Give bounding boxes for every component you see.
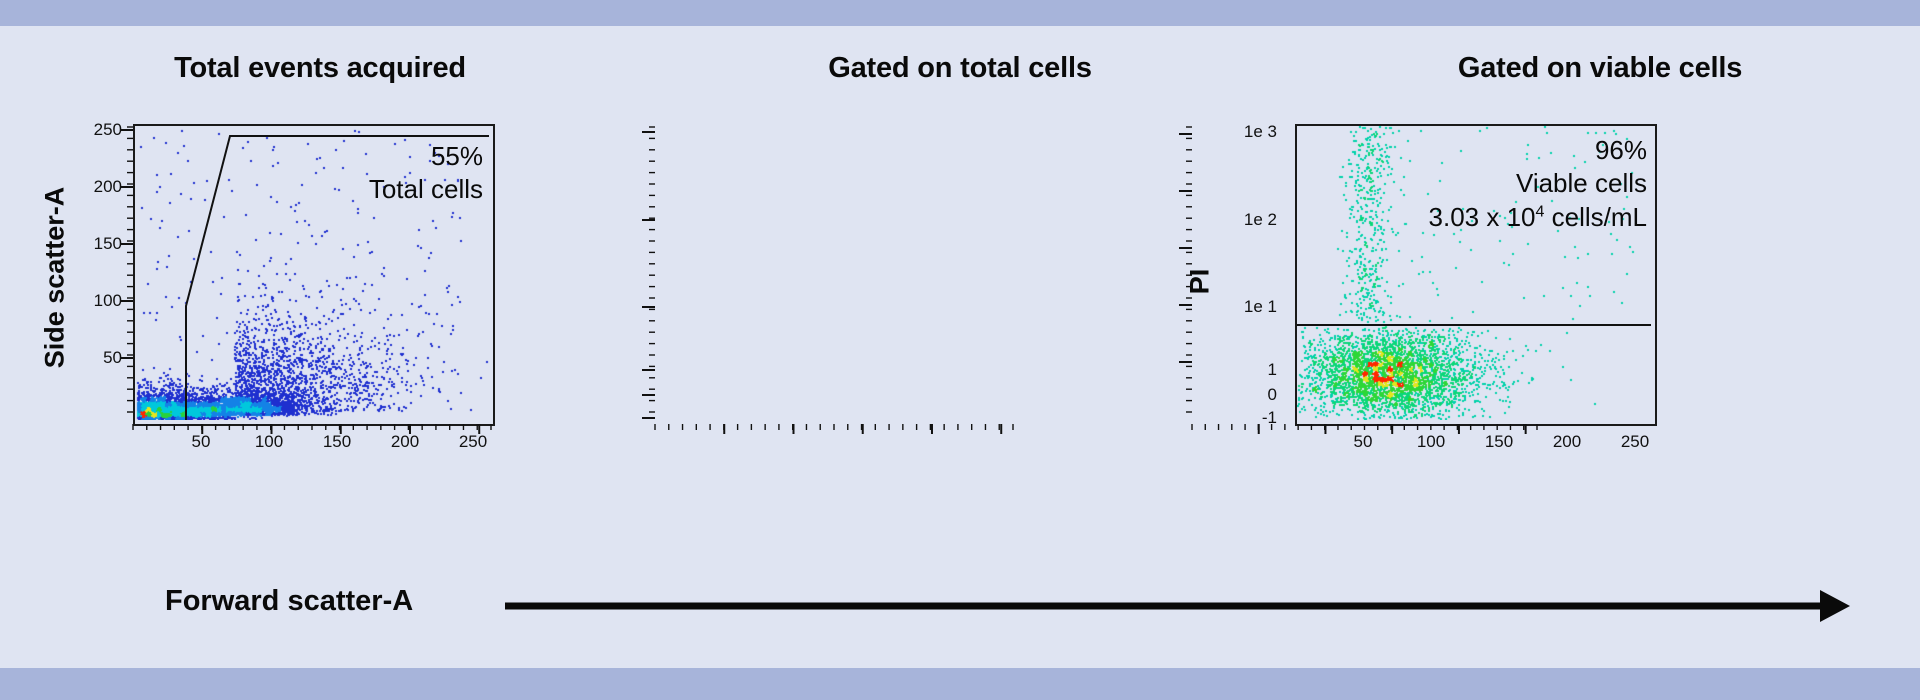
y-tick-label: 250 [93,120,122,139]
panel-title-gated-viable-cells: Gated on viable cells [1457,52,1743,84]
y-tick-label: 100 [93,291,122,310]
panel-gated-total-cells: Gated on total cells PI 1e 3 1e 2 1e 1 1… [640,0,1657,700]
x-tick-label: 150 [322,432,352,451]
top-band [0,0,1920,26]
y-tick-label: 1e 2 [1243,210,1277,229]
x-tick-label: 150 [1484,432,1514,451]
y-tick-label: -1 [1261,408,1277,427]
panel-title-total-events: Total events acquired [174,52,466,84]
scatter-canvas-panel-2 [1297,126,1651,420]
panel-total-events: Total events acquired Side scatter-A 250… [0,0,640,700]
y-tick-label: 1e 3 [1243,122,1277,141]
gate-percent-total-cells: 55% [430,141,483,171]
x-tick-labels-panel-2: 50 100 150 200 250 [1295,432,1653,454]
bottom-band [0,668,1920,700]
y-tick-label: 1 [1267,360,1277,379]
y-tick-labels-panel-2: 1e 3 1e 2 1e 1 1 0 -1 [1215,122,1277,427]
x-tick-label: 100 [1416,432,1446,451]
x-tick-label: 250 [1620,432,1650,451]
annotation-panel-1: 55% Total cells [369,140,483,207]
x-tick-label: 50 [1353,432,1373,451]
global-x-axis-arrow [505,590,1850,622]
x-tick-label: 200 [1552,432,1582,451]
concentration-unit: cells/mL [1544,201,1647,232]
gate-label-total-cells: Total cells [368,174,483,205]
x-tick-label: 250 [458,432,488,451]
concentration-mantissa: 3.03 x 10 [1428,201,1536,232]
panel-title-gated-total-cells: Gated on total cells [828,52,1092,84]
gate-label-viable-cells: Viable cells [1515,168,1647,199]
y-tick-label: 200 [93,177,122,196]
x-tick-label: 200 [390,432,420,451]
x-tick-label: 50 [191,432,211,451]
scatter-plot-gated-total-cells[interactable]: 96% Viable cells 3.03 x 104 cells/mL [1295,124,1657,426]
y-tick-label: 50 [103,348,122,367]
y-tick-labels-panel-1: 250 200 150 100 50 [60,120,122,422]
gate-percent-viable-cells: 96% [1594,135,1647,165]
global-x-axis-label: Forward scatter-A [165,585,414,617]
x-tick-labels-panel-1: 50 100 150 200 250 [133,432,491,454]
x-tick-label: 100 [254,432,284,451]
y-tick-label: 150 [93,234,122,253]
cell-concentration: 3.03 x 104 cells/mL [1429,201,1647,234]
annotation-panel-2: 96% Viable cells 3.03 x 104 cells/mL [1429,134,1647,234]
scatter-plot-total-events[interactable]: 55% Total cells [133,124,495,426]
y-tick-label: 0 [1267,385,1277,404]
y-axis-label-pi: PI [1184,268,1215,295]
y-tick-label: 1e 1 [1243,297,1277,316]
concentration-exponent: 4 [1535,202,1545,220]
panel-gated-viable-cells: Gated on viable cells Forward scatter-H … [1280,0,1920,700]
